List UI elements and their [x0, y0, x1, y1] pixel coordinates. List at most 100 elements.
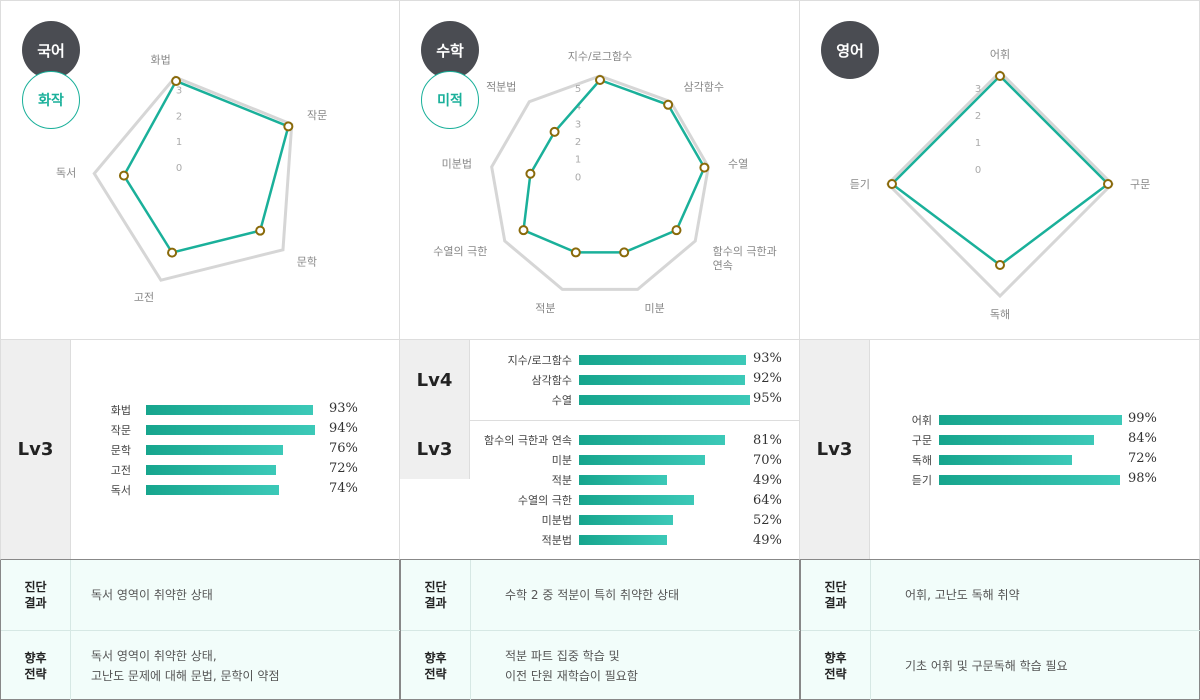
radar-axis-label-line: 미분법 — [442, 157, 472, 170]
radar-data-point — [525, 168, 536, 179]
diagnosis-line: 독서 영역이 취약한 상태 — [91, 588, 213, 602]
radar-axis-label: 지수/로그함수 — [568, 50, 632, 63]
diagnosis-panel: 진단 결과 독서 영역이 취약한 상태 향후 전략 독서 영역이 취약한 상태, 고난도 문… — [0, 560, 401, 700]
score-bar-row: 독해 72% — [800, 450, 1200, 470]
score-bar-row: 어휘 99% — [800, 410, 1200, 430]
strategy-text: 적분 파트 집중 학습 및 이전 단원 재학습이 필요함 — [505, 631, 791, 700]
radar-axis-label: 어휘 — [990, 48, 1010, 61]
bar-label: 수열 — [551, 394, 572, 407]
diagnosis-row: 진단 결과 어휘, 고난도 독해 취약 — [801, 560, 1200, 630]
diagnosis-line: 수학 2 중 적분이 특히 취약한 상태 — [505, 588, 680, 602]
bar-track — [579, 375, 759, 385]
radar-data-point — [663, 99, 674, 110]
bar-track — [146, 405, 326, 415]
strategy-head: 향후 전략 — [1, 631, 71, 700]
radar-axis-label: 독서 — [56, 166, 76, 179]
bar-label: 독해 — [911, 454, 932, 467]
radar-scale-label: 0 — [575, 172, 581, 183]
bar-track — [939, 435, 1124, 445]
diagnosis-result-text: 독서 영역이 취약한 상태 — [91, 560, 391, 630]
radar-data-point — [995, 260, 1005, 270]
bar-label: 문학 — [110, 444, 131, 457]
radar-axis-label-line: 수열의 극한 — [433, 245, 487, 258]
radar-data-point — [255, 225, 266, 236]
score-bars-panel: Lv3 어휘 99% 구문 84% 독해 72% 듣기 98% — [800, 340, 1200, 560]
bar-fill — [146, 445, 283, 455]
bar-fill — [579, 435, 725, 445]
radar-axis-label: 화법 — [151, 54, 171, 67]
bar-track — [579, 435, 759, 445]
bar-label: 어휘 — [911, 414, 932, 427]
subject-badge: 영어 — [821, 21, 879, 79]
bar-track — [579, 515, 759, 525]
radar-axis-label: 문학 — [297, 255, 317, 268]
radar-data-point — [699, 162, 710, 173]
bar-value: 84% — [1128, 431, 1157, 446]
subject-column: 국어 화작 0 1 2 3 화법 작문 문학 고전 독서 Lv3 화법 93% 작문 94% 문학 76% 고전 72… — [0, 0, 401, 700]
strategy-head: 향후 전략 — [801, 631, 871, 700]
sub-subject-badge: 미적 — [421, 71, 479, 129]
bar-track — [579, 535, 759, 545]
diagnosis-panel: 진단 결과 어휘, 고난도 독해 취약 향후 전략 기초 어휘 및 구문독해 학습 필요 — [800, 560, 1200, 700]
bar-fill — [939, 415, 1123, 425]
bar-fill — [939, 475, 1121, 485]
score-bar-row: 미분 70% — [400, 450, 800, 470]
diagnosis-line: 고난도 문제에 대해 문법, 문학이 약점 — [91, 669, 280, 683]
diagnosis-row: 향후 전략 적분 파트 집중 학습 및 이전 단원 재학습이 필요함 — [401, 630, 801, 700]
radar-scale-label: 3 — [176, 86, 182, 97]
radar-axis-label-line: 화법 — [151, 54, 171, 67]
bar-track — [579, 395, 759, 405]
sub-subject-badge: 화작 — [22, 71, 80, 129]
bar-value: 64% — [753, 493, 782, 508]
bar-label: 작문 — [110, 424, 131, 437]
bar-value: 98% — [1128, 471, 1157, 486]
radar-axis-label-line: 적분법 — [486, 80, 516, 93]
radar-axis-label-line: 연속 — [713, 259, 733, 272]
radar-axis-label-line: 듣기 — [850, 178, 870, 191]
radar-axis-label-line: 적분 — [535, 302, 555, 315]
diagnosis-panel: 진단 결과 수학 2 중 적분이 특히 취약한 상태 향후 전략 적분 파트 집중 학습 … — [400, 560, 801, 700]
radar-panel: 국어 화작 0 1 2 3 화법 작문 문학 고전 독서 — [0, 0, 400, 340]
bar-value: 76% — [329, 441, 358, 456]
bar-track — [146, 485, 326, 495]
radar-data-point — [671, 225, 682, 236]
radar-outer-ring — [885, 69, 1115, 299]
score-bar-row: 수열 95% — [400, 390, 800, 410]
diagnosis-result-head: 진단 결과 — [1, 560, 71, 630]
bar-label: 적분법 — [541, 534, 572, 547]
bar-value: 74% — [329, 481, 358, 496]
bar-value: 52% — [753, 513, 782, 528]
radar-data-point — [167, 247, 178, 258]
bar-label: 고전 — [110, 464, 131, 477]
score-bar-row: 적분법 49% — [400, 530, 800, 550]
radar-axis-label: 미분 — [644, 302, 664, 315]
bar-track — [146, 465, 326, 475]
score-bar-row: 지수/로그함수 93% — [400, 350, 800, 370]
radar-axis-label-line: 독서 — [56, 166, 76, 179]
radar-panel: 수학 미적 0 1 2 3 4 5 지수/로그함수 삼각함수 수열 함수의 극한과 연속 미분 적분 수열의 … — [400, 0, 800, 340]
level-badge: Lv3 — [400, 420, 470, 479]
group-divider — [470, 420, 799, 421]
radar-axis-label-line: 독해 — [990, 307, 1010, 321]
radar-panel: 영어 0 1 2 3 어휘 구문 독해 듣기 — [800, 0, 1200, 340]
radar-scale-label: 2 — [975, 111, 981, 122]
bar-track — [146, 445, 326, 455]
radar-scale-label: 0 — [176, 163, 182, 174]
radar-axis-label-line: 어휘 — [990, 48, 1010, 61]
radar-data-point — [887, 179, 897, 189]
bar-label: 지수/로그함수 — [507, 354, 572, 367]
radar-axis-label: 함수의 극한과 연속 — [713, 245, 777, 272]
radar-axis-label: 미분법 — [442, 157, 472, 170]
level-badge: Lv3 — [1, 340, 71, 559]
bar-fill — [939, 455, 1073, 465]
radar-scale-label: 1 — [176, 137, 182, 148]
score-bar-row: 삼각함수 92% — [400, 370, 800, 390]
radar-axis-label-line: 지수/로그함수 — [568, 50, 632, 63]
bar-value: 93% — [753, 351, 782, 366]
radar-data-point — [1103, 179, 1113, 189]
radar-axis-label-line: 미분 — [644, 302, 664, 315]
radar-data-point — [518, 225, 529, 236]
bar-label: 구문 — [911, 434, 932, 447]
